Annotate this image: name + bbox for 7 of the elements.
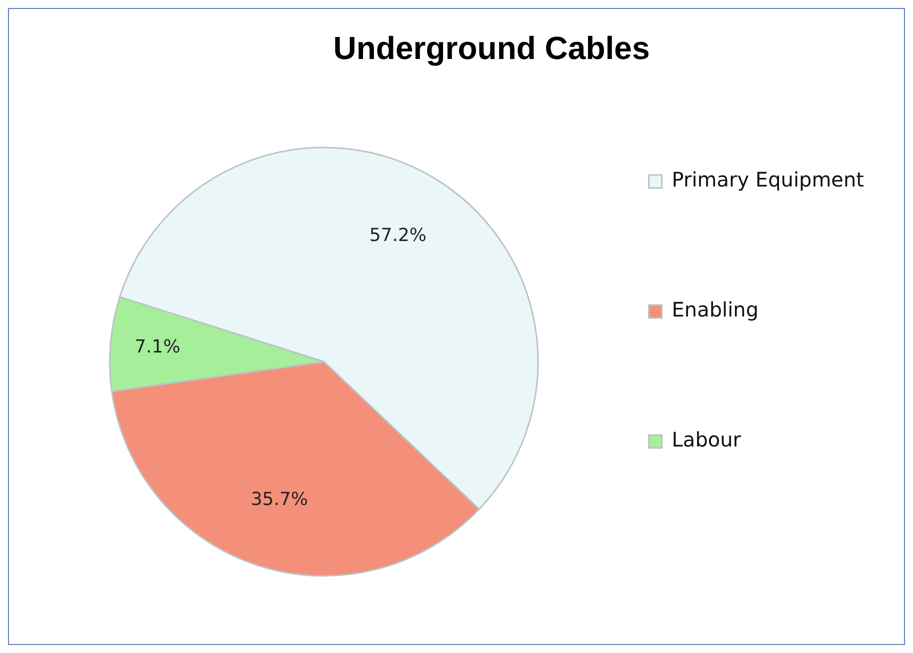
legend-label: Primary Equipment — [672, 168, 864, 192]
data-label: 57.2% — [369, 224, 427, 246]
chart-title: Underground Cables — [333, 30, 650, 66]
legend-label: Labour — [672, 428, 742, 452]
data-label: 35.7% — [250, 489, 308, 510]
data-label: 7.1% — [134, 336, 180, 358]
legend-label: Enabling — [672, 298, 759, 322]
